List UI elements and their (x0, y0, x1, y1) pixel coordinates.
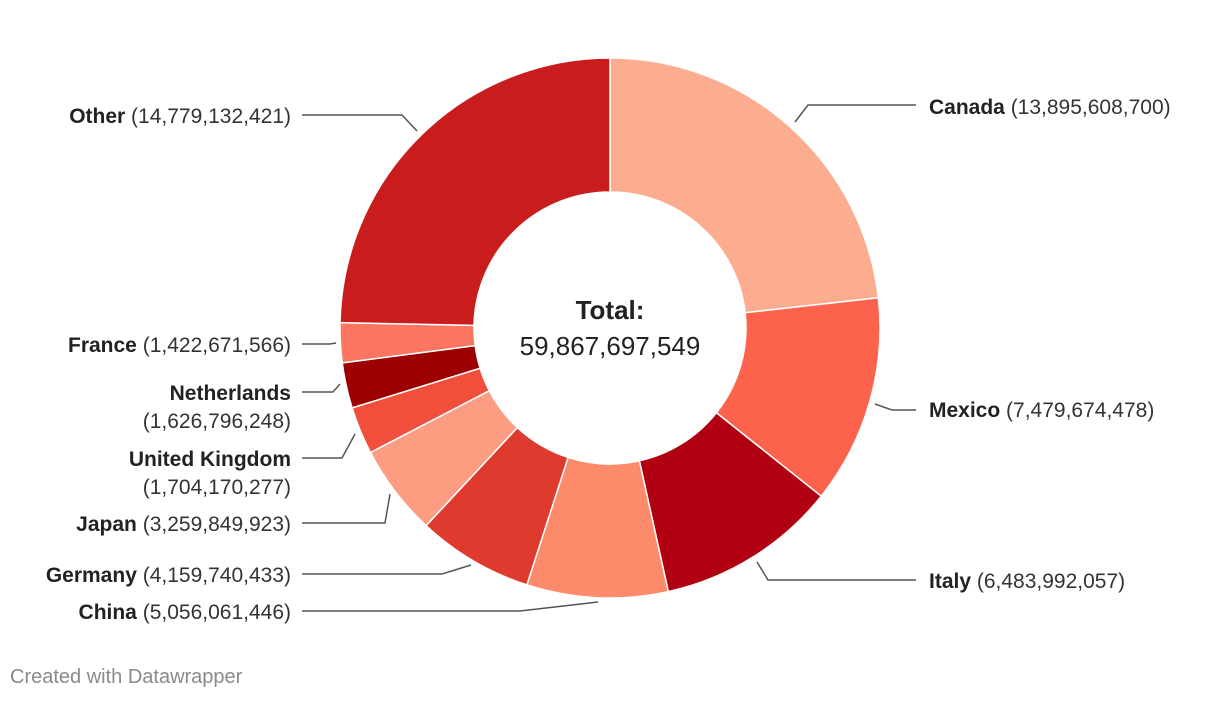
leader-line-italy (756, 561, 916, 581)
label-value-germany: (4,159,740,433) (137, 564, 291, 587)
label-value-france: (1,422,671,566) (137, 334, 291, 357)
label-value-other: (14,779,132,421) (125, 105, 291, 128)
leader-line-germany (302, 564, 472, 575)
leader-lines (302, 104, 916, 612)
leader-line-china (302, 601, 599, 612)
leader-line-canada (794, 104, 916, 123)
label-other: Other (14,779,132,421) (69, 105, 291, 128)
label-name-japan: Japan (76, 513, 137, 536)
label-name-italy: Italy (929, 570, 971, 593)
label-name-france: France (68, 334, 137, 357)
leader-line-mexico (874, 403, 916, 411)
label-value-mexico: (7,479,674,478) (1000, 399, 1154, 422)
label-value-china: (5,056,061,446) (137, 601, 291, 624)
slice-canada (609, 57, 880, 314)
center-total-title: Total: (576, 295, 645, 325)
label-name-china: China (79, 601, 138, 624)
label-germany: Germany (4,159,740,433) (46, 564, 291, 587)
leader-line-france (302, 342, 337, 345)
label-value-japan: (3,259,849,923) (137, 513, 291, 536)
slice-other (339, 57, 611, 327)
label-value-canada: (13,895,608,700) (1005, 96, 1171, 119)
donut-slices (339, 57, 881, 599)
label-value-netherlands: (1,626,796,248) (143, 410, 291, 433)
center-total-value: 59,867,697,549 (520, 331, 701, 361)
label-name-mexico: Mexico (929, 399, 1000, 422)
slice-mexico (715, 296, 881, 498)
datawrapper-credit: Created with Datawrapper (10, 666, 243, 688)
leader-line-netherlands (302, 383, 341, 393)
label-name-united-kingdom: United Kingdom (129, 448, 291, 471)
label-france: France (1,422,671,566) (68, 334, 291, 357)
leader-line-japan (302, 493, 391, 524)
label-name-germany: Germany (46, 564, 137, 587)
leader-line-united-kingdom (302, 433, 356, 459)
label-name-netherlands: Netherlands (170, 382, 291, 405)
label-name-canada: Canada (929, 96, 1005, 119)
leader-line-other (302, 114, 418, 132)
label-name-other: Other (69, 105, 125, 128)
label-value-united-kingdom: (1,704,170,277) (143, 476, 291, 499)
label-value-italy: (6,483,992,057) (971, 570, 1125, 593)
slice-labels: Canada (13,895,608,700) Mexico (7,479,674… (46, 96, 1171, 624)
label-japan: Japan (3,259,849,923) (76, 513, 291, 536)
label-italy: Italy (6,483,992,057) (929, 570, 1125, 593)
center-label: Total: 59,867,697,549 (520, 295, 701, 361)
label-mexico: Mexico (7,479,674,478) (929, 399, 1154, 422)
label-canada: Canada (13,895,608,700) (929, 96, 1171, 119)
label-china: China (5,056,061,446) (79, 601, 291, 624)
